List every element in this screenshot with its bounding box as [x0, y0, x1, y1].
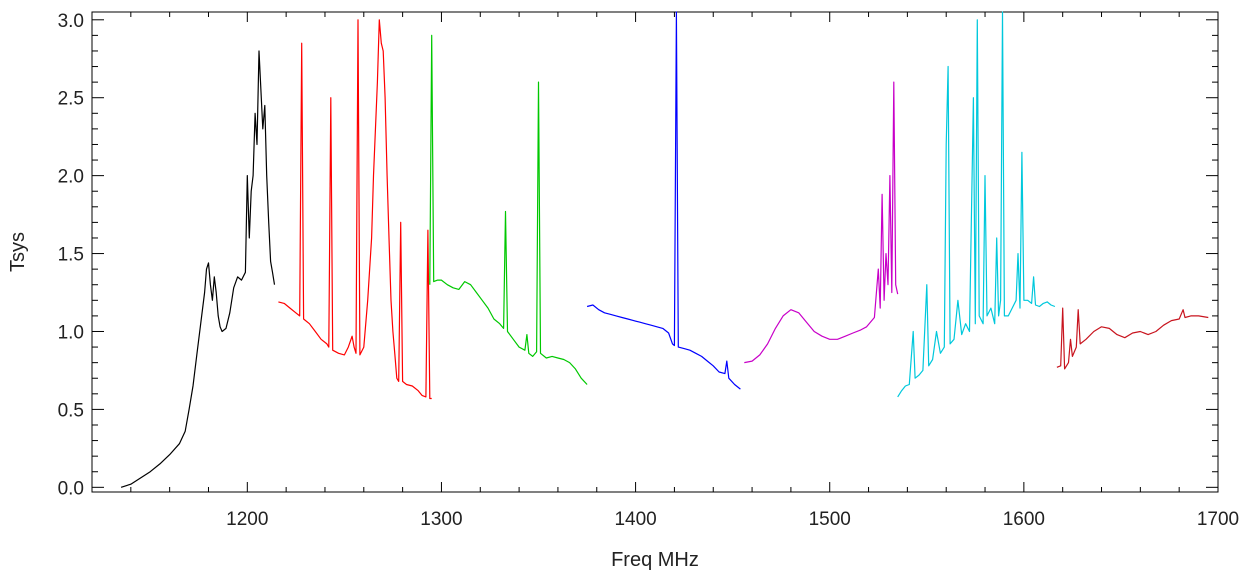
y-tick-label: 2.0 — [58, 167, 84, 188]
axis-ticks — [92, 12, 1219, 492]
series-line-7 — [1056, 307, 1209, 370]
x-tick-label: 1200 — [226, 509, 268, 530]
y-axis-title: Tsys — [7, 232, 29, 272]
x-axis-title: Freq MHz — [611, 549, 699, 571]
y-tick-label: 0.0 — [58, 478, 84, 499]
y-tick-label: 0.5 — [58, 400, 84, 421]
series-line-1 — [120, 50, 276, 488]
x-tick-label: 1700 — [1197, 509, 1239, 530]
y-tick-label: 1.0 — [58, 322, 84, 343]
tick-labels: 1200 1300 1400 1500 1600 1700 0.0 0.5 1.0 1.5 2.0 2… — [58, 11, 1240, 530]
x-tick-label: 1400 — [614, 509, 656, 530]
plot-frame — [91, 11, 1219, 493]
series-line-2 — [278, 19, 432, 400]
x-tick-label: 1500 — [809, 509, 851, 530]
series-line-6 — [897, 11, 1056, 398]
y-tick-label: 1.5 — [58, 245, 84, 266]
series-layer — [120, 11, 1209, 488]
series-line-3 — [429, 34, 588, 385]
series-line-4 — [586, 11, 741, 390]
series-line-5 — [744, 81, 899, 364]
y-tick-label: 3.0 — [58, 11, 84, 32]
x-tick-label: 1600 — [1003, 509, 1045, 530]
y-tick-label: 2.5 — [58, 89, 84, 110]
x-tick-label: 1300 — [420, 509, 462, 530]
